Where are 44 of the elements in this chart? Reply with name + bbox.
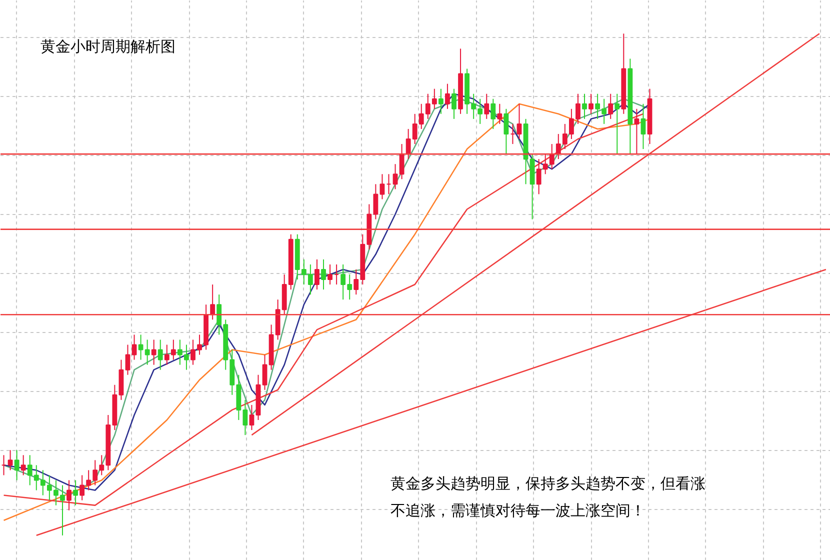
- candlestick: [614, 93, 620, 155]
- chart-title: 黄金小时周期解析图: [40, 38, 176, 56]
- candlestick: [132, 334, 137, 360]
- candlestick: [432, 88, 437, 110]
- candlestick: [588, 93, 594, 114]
- candlestick: [452, 88, 456, 120]
- candlestick: [66, 480, 72, 511]
- candlestick: [497, 103, 502, 124]
- candlestick: [380, 174, 385, 200]
- candlestick: [321, 258, 326, 290]
- candlestick: [602, 98, 607, 124]
- candlestick: [568, 108, 574, 140]
- candlestick: [640, 103, 646, 150]
- candlestick: [392, 164, 398, 190]
- candlestick: [158, 339, 163, 370]
- candlestick: [249, 404, 254, 431]
- candlestick: [582, 93, 587, 120]
- candlestick: [151, 339, 156, 366]
- candlestick: [314, 258, 320, 290]
- candlestick: [576, 93, 580, 124]
- candlestick: [14, 450, 20, 481]
- candlestick: [125, 344, 130, 376]
- candlestick: [478, 98, 483, 124]
- candlestick: [438, 88, 444, 114]
- candlestick: [20, 454, 26, 476]
- candlestick: [445, 83, 450, 110]
- candlestick: [138, 334, 144, 360]
- candlestick: [144, 339, 150, 366]
- annotation: 黄金多头趋势明显，保持多头趋势不变，但看涨不追涨，需谨慎对待每一波上涨空间！: [390, 474, 706, 520]
- candlestick: [399, 144, 404, 180]
- candlestick: [8, 450, 13, 471]
- candlestick: [262, 354, 268, 390]
- candlestick: [595, 93, 600, 120]
- candlestick: [504, 108, 509, 155]
- candlestick: [484, 93, 490, 120]
- candlestick: [328, 264, 332, 286]
- candlestick: [99, 454, 104, 476]
- candlestick: [210, 284, 216, 320]
- candlestick: [73, 480, 78, 506]
- candlestick: [634, 108, 640, 155]
- candlestick: [425, 93, 430, 120]
- candlestick: [608, 93, 614, 120]
- candlestick: [516, 103, 522, 140]
- candlestick: [490, 98, 496, 130]
